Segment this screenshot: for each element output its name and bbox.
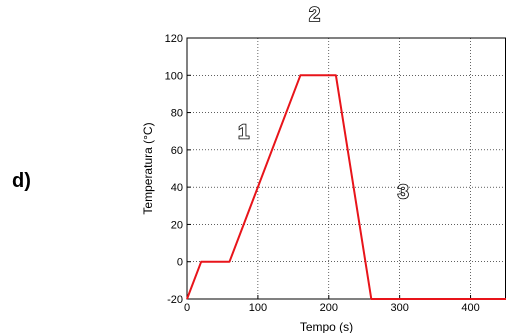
x-tick-label: 300 <box>390 302 408 314</box>
temperature-series-line <box>186 74 506 300</box>
y-tick-label: -20 <box>167 294 183 306</box>
x-tick-label: 400 <box>461 302 479 314</box>
y-axis-label: Temperatura (°C) <box>141 122 155 214</box>
phase-annotation: 3 <box>398 181 409 203</box>
y-tick-label: 100 <box>165 70 183 82</box>
phase-annotation: 1 <box>238 122 249 144</box>
panel-label-text: d) <box>12 170 31 192</box>
plot-frame <box>186 37 506 300</box>
x-tick-label: 200 <box>320 302 338 314</box>
y-tick-label: 60 <box>171 145 183 157</box>
x-tick-label: 100 <box>249 302 267 314</box>
series-layer <box>186 74 506 300</box>
grid <box>187 38 506 299</box>
x-tick-label: 0 <box>184 302 190 314</box>
y-tick-label: 40 <box>171 182 183 194</box>
x-axis-label: Tempo (s) <box>300 320 353 333</box>
y-tick-label: 120 <box>165 33 183 45</box>
phase-annotation: 2 <box>309 4 320 26</box>
y-tick-label: 0 <box>177 257 183 269</box>
annotations: 1 2 3 <box>237 3 409 204</box>
y-tick-label: 80 <box>171 108 183 120</box>
y-tick-label: 20 <box>171 219 183 231</box>
